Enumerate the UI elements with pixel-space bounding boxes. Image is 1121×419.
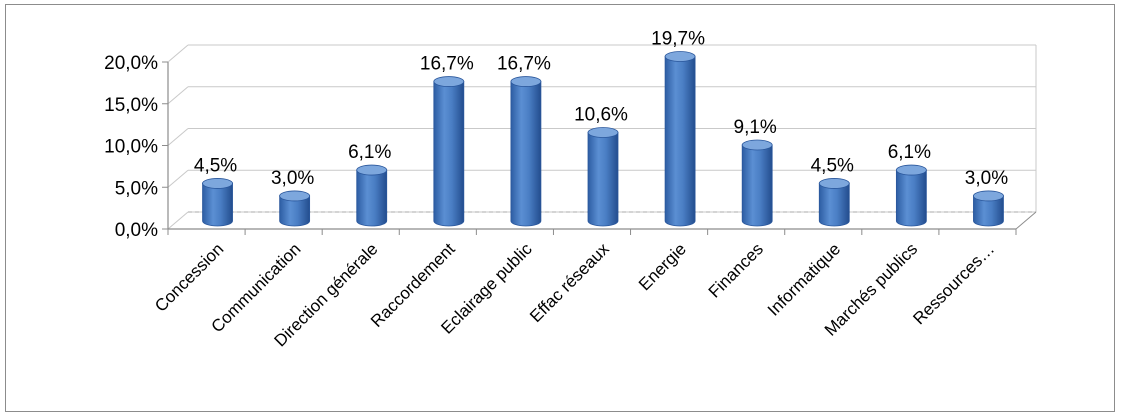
bar (973, 190, 1004, 227)
bar-body (202, 183, 233, 227)
bar-top (510, 76, 542, 87)
data-label: 10,6% (574, 104, 628, 125)
category-label: Finances (705, 239, 767, 301)
axes (162, 61, 1037, 235)
y-tick-label: 5,0% (115, 178, 158, 199)
bar (279, 190, 311, 227)
y-tick-label: 15,0% (104, 95, 158, 116)
category-label: Concession (151, 239, 227, 315)
category-label: Effac réseaux (526, 239, 613, 326)
data-label: 16,7% (497, 54, 551, 75)
y-tick-label: 10,0% (104, 137, 158, 158)
data-label: 3,0% (965, 168, 1008, 189)
bar-body (973, 195, 1004, 227)
bar-top (664, 51, 696, 62)
y-tick-label: 0,0% (115, 220, 158, 241)
bar-body (433, 81, 465, 227)
bar (664, 51, 696, 227)
category-label: Informatique (764, 239, 844, 319)
bar-body (356, 169, 388, 227)
bar (587, 127, 619, 227)
gridline-diagonal (167, 169, 189, 188)
data-label: 3,0% (271, 168, 314, 189)
bar (741, 139, 773, 227)
y-tick-labels: 0,0% 5,0% 10,0% 15,0% 20,0% (104, 53, 158, 241)
bar (895, 164, 927, 227)
bar (510, 76, 542, 227)
category-label: Energie (635, 239, 690, 294)
gridline-diagonal (167, 211, 189, 230)
bar-body (895, 169, 927, 227)
bar (356, 164, 388, 227)
data-label: 16,7% (420, 54, 474, 75)
bar (202, 178, 233, 227)
data-label: 6,1% (348, 142, 391, 163)
data-labels: 4,5% 3,0% 6,1% 16,7% 16,7% 10,6% 19,7% 9,1% 4,5%… (194, 29, 1008, 189)
data-label: 4,5% (811, 155, 854, 176)
bar-body (587, 132, 619, 227)
bar-top (973, 190, 1004, 202)
data-label: 4,5% (194, 155, 237, 176)
bar-top (587, 127, 619, 138)
bar (433, 76, 465, 227)
data-label: 9,1% (734, 117, 777, 138)
floor-right-edge (1015, 211, 1037, 230)
gridline-diagonal (167, 128, 189, 146)
data-label: 6,1% (888, 142, 931, 163)
bar-top (433, 76, 465, 87)
gridline-diagonal (167, 44, 189, 63)
y-tick-label: 20,0% (104, 53, 158, 74)
bars (202, 51, 1004, 227)
bar-body (741, 144, 773, 227)
bar-top (818, 178, 850, 189)
data-label: 19,7% (651, 29, 705, 50)
bar-top (895, 164, 927, 176)
bar-top (202, 178, 233, 189)
bar-body (279, 195, 311, 227)
bar-body (818, 183, 850, 227)
chart-frame (5, 4, 1115, 412)
category-label: Ressources… (909, 239, 998, 328)
bar-top (356, 164, 388, 176)
bar-top (279, 190, 311, 202)
bar-top (741, 139, 773, 151)
gridline-diagonal (167, 86, 189, 105)
bar-body (510, 81, 542, 227)
bar (818, 178, 850, 227)
bar-body (664, 56, 696, 227)
